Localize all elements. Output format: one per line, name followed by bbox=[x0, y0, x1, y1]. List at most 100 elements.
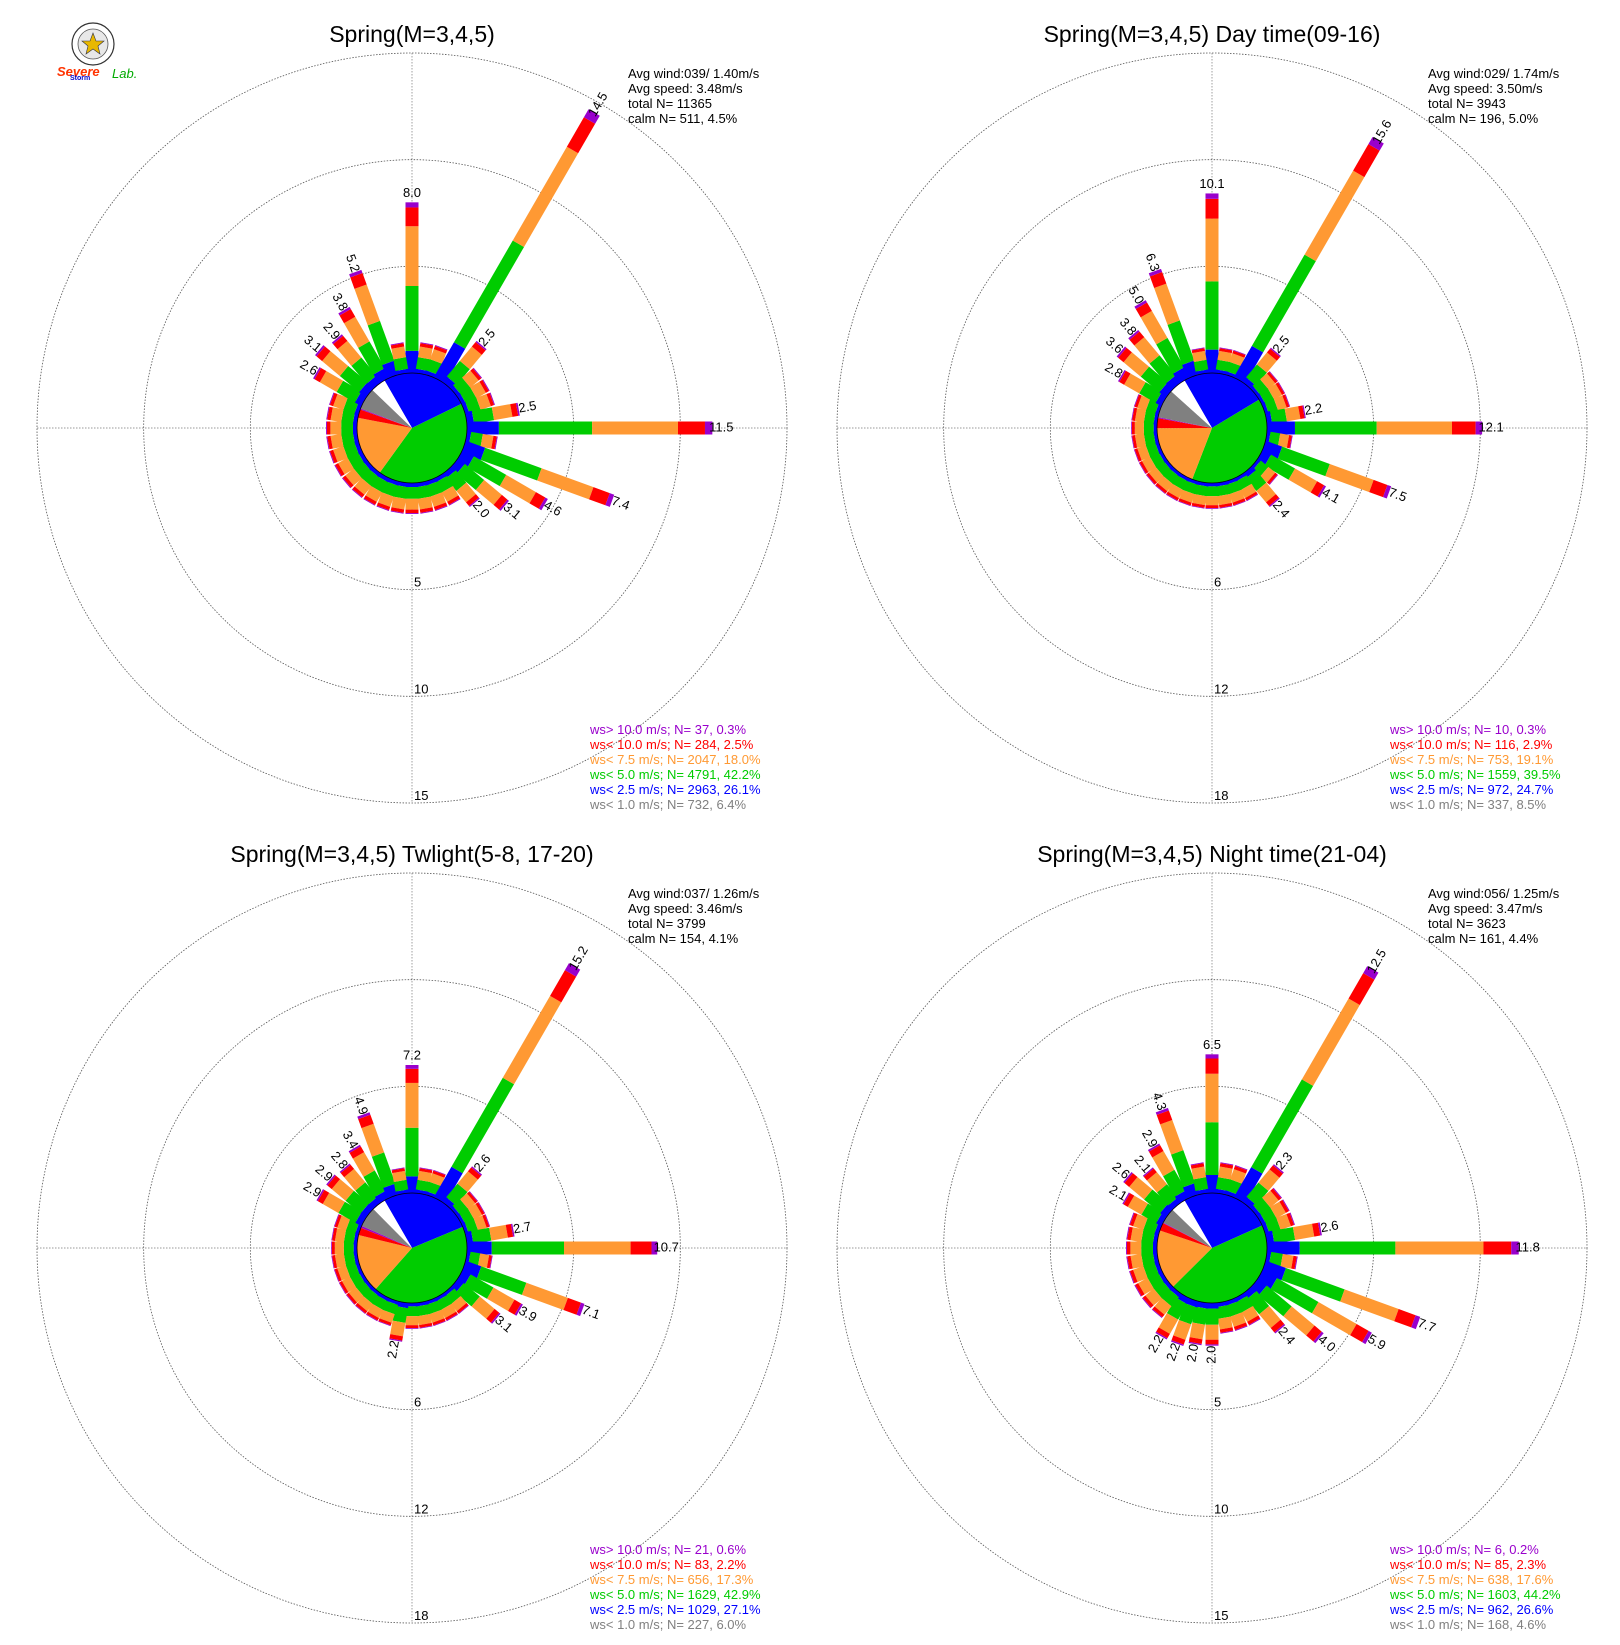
bar-segment bbox=[1191, 1166, 1207, 1180]
direction-bar bbox=[1215, 1301, 1234, 1334]
stat-line: Avg wind:056/ 1.25m/s bbox=[1428, 886, 1560, 901]
pie-slice-lt10 bbox=[1159, 1223, 1212, 1248]
bar-segment bbox=[529, 492, 546, 509]
bar-segment bbox=[1215, 1301, 1229, 1308]
severe-storm-lab-logo: Severe Storm Lab. bbox=[57, 22, 137, 82]
bar-segment bbox=[465, 494, 479, 507]
bar-segment bbox=[592, 421, 678, 435]
bar-segment bbox=[391, 346, 407, 360]
ring-label: 10 bbox=[414, 681, 428, 696]
bar-value-label: 14.5 bbox=[585, 89, 611, 118]
legend-entry: ws< 10.0 m/s; N= 83, 2.2% bbox=[589, 1557, 747, 1572]
bar-segment bbox=[491, 1241, 565, 1255]
bar-segment bbox=[1152, 1306, 1165, 1318]
bar-segment bbox=[425, 1300, 442, 1315]
bar-segment bbox=[418, 1168, 433, 1174]
bar-segment bbox=[395, 368, 409, 375]
pie-slice-lt75 bbox=[356, 1235, 412, 1290]
bar-segment bbox=[330, 421, 342, 435]
direction-bar bbox=[313, 367, 368, 407]
legend-entry: ws< 5.0 m/s; N= 4791, 42.2% bbox=[589, 767, 761, 782]
bar-segment bbox=[1317, 485, 1327, 498]
bar-segment bbox=[1141, 1229, 1156, 1245]
legend-entry: ws> 10.0 m/s; N= 6, 0.2% bbox=[1389, 1542, 1539, 1557]
bar-segment bbox=[1256, 482, 1276, 503]
bar-segment bbox=[329, 392, 335, 406]
wind-rose-panel: 510156.512.52.32.611.87.75.94.02.42.02.0… bbox=[836, 841, 1588, 1632]
bar-segment bbox=[333, 446, 348, 463]
bar-segment bbox=[1368, 136, 1384, 151]
bar-segment bbox=[1230, 1169, 1247, 1184]
bar-value-label: 12.1 bbox=[1478, 419, 1503, 434]
bar-segment bbox=[1141, 1297, 1152, 1309]
bar-segment bbox=[339, 1280, 349, 1294]
panel-title: Spring(M=3,4,5) Night time(21-04) bbox=[1037, 841, 1387, 867]
bar-segment bbox=[1190, 1163, 1205, 1169]
bar-segment bbox=[1240, 483, 1257, 499]
bar-value-label: 12.5 bbox=[1364, 946, 1390, 975]
bar-segment bbox=[469, 1191, 479, 1202]
bar-segment bbox=[1123, 1172, 1133, 1184]
ring-label: 18 bbox=[414, 1608, 428, 1623]
bar-segment bbox=[1259, 1305, 1281, 1329]
bar-segment bbox=[1267, 421, 1295, 435]
bar-segment bbox=[429, 1309, 445, 1323]
bar-segment bbox=[1138, 1277, 1154, 1295]
bar-segment bbox=[1306, 1325, 1322, 1342]
direction-bar bbox=[1242, 347, 1281, 391]
bar-segment bbox=[357, 1112, 371, 1120]
bar-segment bbox=[477, 1253, 490, 1268]
bar-segment bbox=[1205, 198, 1219, 219]
bar-segment bbox=[1134, 421, 1144, 435]
stat-line: Avg wind:037/ 1.26m/s bbox=[628, 886, 760, 901]
bar-segment bbox=[355, 1305, 366, 1315]
ring-label: 5 bbox=[414, 575, 421, 590]
range-ring bbox=[143, 979, 681, 1517]
bar-segment bbox=[1233, 1167, 1263, 1204]
bar-segment bbox=[457, 1171, 478, 1192]
direction-bar bbox=[1265, 1222, 1322, 1245]
bar-segment bbox=[1160, 1119, 1184, 1155]
bar-segment bbox=[1247, 1315, 1261, 1325]
legend-entry: ws< 7.5 m/s; N= 2047, 18.0% bbox=[589, 752, 761, 767]
bar-segment bbox=[1261, 1260, 1286, 1281]
bar-segment bbox=[1269, 474, 1279, 485]
bar-segment bbox=[499, 474, 536, 504]
bar-segment bbox=[1142, 1167, 1154, 1177]
bar-segment bbox=[1298, 405, 1305, 420]
bar-segment bbox=[341, 421, 353, 435]
bar-segment bbox=[339, 365, 368, 393]
bar-segment bbox=[341, 431, 356, 447]
bar-segment bbox=[499, 499, 509, 511]
bar-segment bbox=[333, 1269, 340, 1282]
bar-segment bbox=[357, 1296, 374, 1312]
bar-segment bbox=[1193, 484, 1209, 497]
bar-segment bbox=[1382, 484, 1392, 499]
bar-segment bbox=[1191, 502, 1206, 508]
bar-segment bbox=[1225, 480, 1242, 495]
bar-segment bbox=[1133, 1266, 1148, 1283]
bar-segment bbox=[651, 1241, 658, 1255]
bar-segment bbox=[1134, 300, 1148, 309]
pie-slice-lt1 bbox=[361, 1208, 412, 1248]
bar-segment bbox=[1272, 1187, 1283, 1199]
bar-segment bbox=[1190, 1162, 1204, 1166]
range-ring bbox=[836, 52, 1588, 804]
bar-segment bbox=[1137, 445, 1151, 461]
bar-segment bbox=[1145, 1288, 1162, 1306]
bar-segment bbox=[1126, 1226, 1130, 1240]
speed-pie bbox=[1156, 1192, 1268, 1304]
direction-bar bbox=[1215, 481, 1233, 509]
bar-value-label: 6.5 bbox=[1203, 1037, 1221, 1052]
bar-segment bbox=[453, 240, 525, 349]
bar-segment bbox=[335, 463, 345, 477]
legend-entry: ws< 2.5 m/s; N= 2963, 26.1% bbox=[589, 782, 761, 797]
bar-segment bbox=[446, 360, 470, 385]
direction-bar bbox=[329, 440, 363, 464]
direction-bar bbox=[1242, 1164, 1284, 1211]
bar-segment bbox=[1133, 1213, 1148, 1230]
bar-segment bbox=[351, 488, 363, 499]
bar-segment bbox=[1283, 1306, 1315, 1336]
bar-segment bbox=[415, 357, 431, 372]
bar-segment bbox=[1270, 1201, 1286, 1219]
